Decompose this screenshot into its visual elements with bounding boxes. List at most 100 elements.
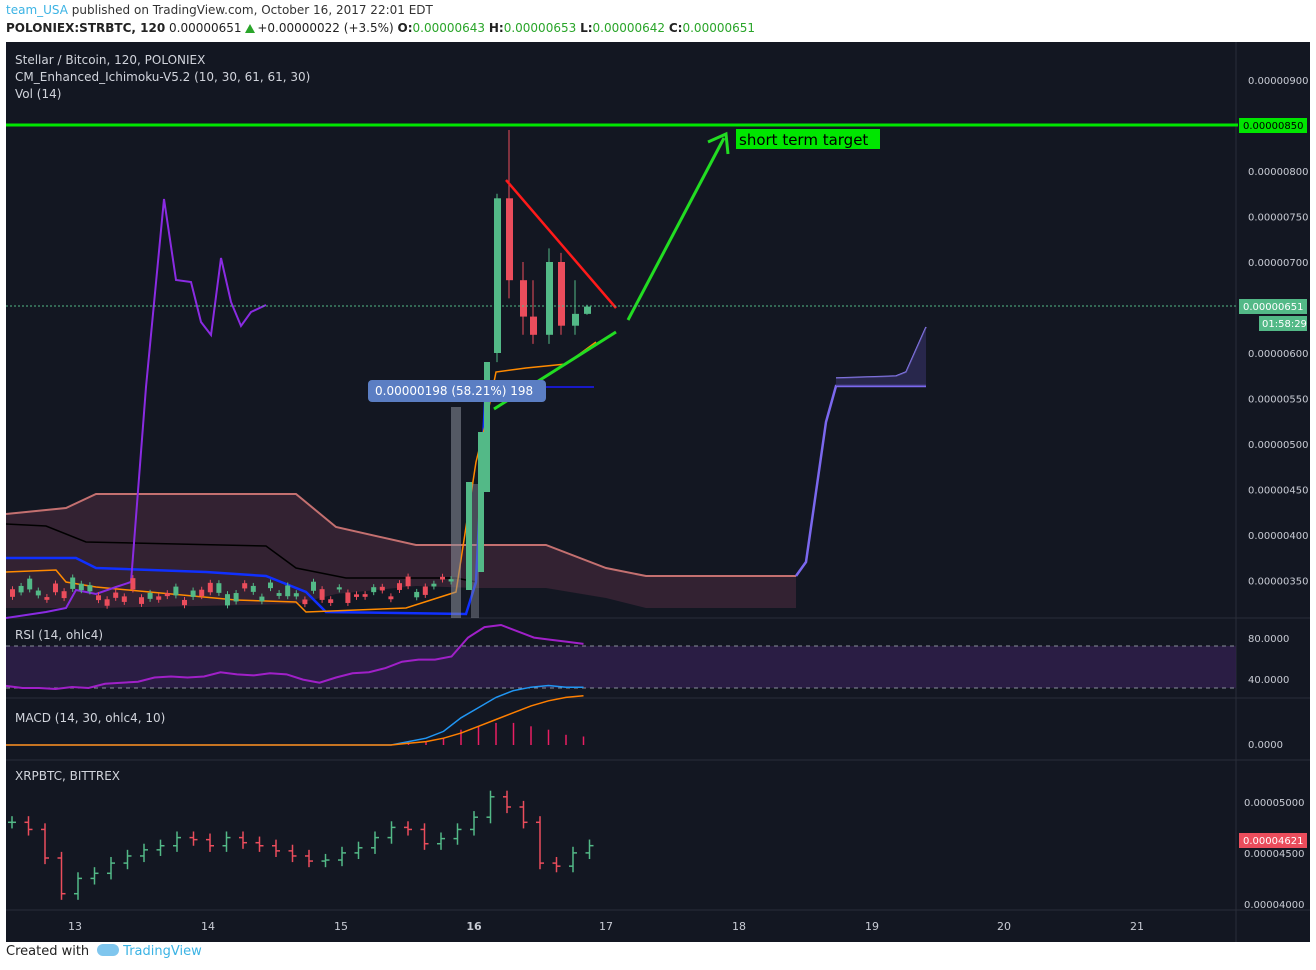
candle (388, 596, 394, 600)
up-triangle-icon (245, 24, 256, 33)
candle (61, 591, 67, 599)
macd-tick-0: 0.0000 (1248, 740, 1283, 751)
candle (233, 593, 239, 602)
candle (530, 316, 537, 335)
price-tick: 0.00000700 (1248, 258, 1308, 269)
main-legend-title: Stellar / Bitcoin, 120, POLONIEX (15, 53, 205, 67)
candle (104, 599, 110, 606)
candle (225, 594, 230, 606)
candle (319, 589, 325, 600)
countdown-text: 01:58:29 (1262, 319, 1307, 330)
orange-average (5, 341, 597, 613)
volume-spike (451, 407, 461, 618)
rsi-line (5, 623, 584, 691)
candle (572, 313, 579, 326)
candle (35, 590, 41, 596)
price-tick: 0.00000900 (1248, 76, 1308, 87)
candle (405, 576, 411, 587)
macd-legend: MACD (14, 30, ohlc4, 10) (15, 711, 165, 725)
x-tick: 13 (68, 920, 82, 933)
candle (506, 198, 513, 281)
candle (448, 579, 454, 582)
chikou-span (5, 198, 267, 619)
x-tick: 15 (334, 920, 348, 933)
candle (259, 596, 265, 602)
candle (302, 599, 308, 605)
candle (546, 262, 553, 335)
current-price-tag (1239, 299, 1307, 314)
rsi-tick-40: 40.0000 (1248, 675, 1289, 686)
x-tick: 17 (599, 920, 613, 933)
candle (379, 586, 385, 591)
candle (156, 596, 162, 600)
publish-info: team_USA published on TradingView.com, O… (6, 3, 433, 17)
target-label-box (736, 129, 880, 149)
low-value: 0.00000642 (592, 21, 666, 35)
rsi-tick-80: 80.0000 (1248, 634, 1289, 645)
x-tick: 19 (865, 920, 879, 933)
xrp-price-tag-text: 0.00004621 (1243, 836, 1303, 847)
arrow-head-icon (707, 131, 730, 155)
price-tick: 0.00000800 (1248, 167, 1308, 178)
candle (182, 599, 187, 606)
candle (242, 583, 248, 589)
candle (584, 306, 591, 314)
ichimoku-legend: CM_Enhanced_Ichimoku-V5.2 (10, 30, 61, 6… (15, 70, 310, 84)
candle (276, 593, 282, 596)
future-cloud-line (794, 384, 926, 577)
candle (121, 596, 127, 602)
price-tick: 0.00000500 (1248, 440, 1308, 451)
open-value: 0.00000643 (412, 21, 486, 35)
candle (520, 280, 527, 317)
xrp-price-tag (1239, 833, 1307, 848)
candle (336, 587, 342, 590)
countdown-tag (1259, 316, 1307, 331)
tradingview-link[interactable]: TradingView (123, 944, 202, 959)
candle (173, 586, 179, 596)
candle (478, 432, 484, 572)
resistance-trendline (505, 179, 617, 309)
candle (285, 585, 291, 597)
publish-date: published on TradingView.com, October 16… (71, 3, 433, 17)
candle (328, 599, 334, 603)
candle (397, 583, 402, 590)
xrp-tick-5000: 0.00005000 (1244, 798, 1304, 809)
target-arrow (626, 137, 726, 321)
candle (558, 262, 565, 326)
created-with-text: Created with (6, 944, 90, 959)
rsi-legend: RSI (14, ohlc4) (15, 628, 103, 642)
ohlc-header: POLONIEX:STRBTC, 120 0.00000651 +0.00000… (6, 21, 756, 35)
candle (494, 198, 501, 353)
candle (207, 582, 213, 593)
x-tick: 21 (1130, 920, 1144, 933)
candle (53, 583, 58, 593)
candle (293, 593, 299, 597)
candle (87, 585, 93, 592)
candle (139, 597, 144, 604)
volume-bar-2 (471, 484, 479, 618)
x-tick: 20 (997, 920, 1011, 933)
candle (10, 589, 15, 597)
candle (362, 594, 368, 597)
x-tick: 18 (732, 920, 746, 933)
author-link[interactable]: team_USA (6, 3, 68, 17)
candle (311, 581, 316, 591)
ichimoku-senkou-a (5, 493, 796, 577)
target-label: short term target (739, 131, 868, 149)
candle (164, 593, 170, 597)
candle (70, 577, 76, 589)
candle (216, 583, 222, 593)
candle (44, 597, 50, 600)
price-tick: 0.00000450 (1248, 486, 1308, 497)
candle (466, 482, 472, 590)
chart-area[interactable]: short term target 0.00000198 (58.21%) 19… (5, 42, 1310, 942)
rsi-band (6, 646, 1236, 688)
candle (250, 585, 256, 592)
price-tick: 0.00000600 (1248, 349, 1308, 360)
symbol-label: POLONIEX:STRBTC, 120 (6, 21, 166, 35)
price-tick: 0.00000550 (1248, 395, 1308, 406)
measure-label: 0.00000198 (58.21%) 198 (375, 384, 533, 398)
target-price-tag-text: 0.00000850 (1243, 121, 1303, 132)
header-price: 0.00000651 (169, 21, 242, 35)
high-value: 0.00000653 (503, 21, 577, 35)
